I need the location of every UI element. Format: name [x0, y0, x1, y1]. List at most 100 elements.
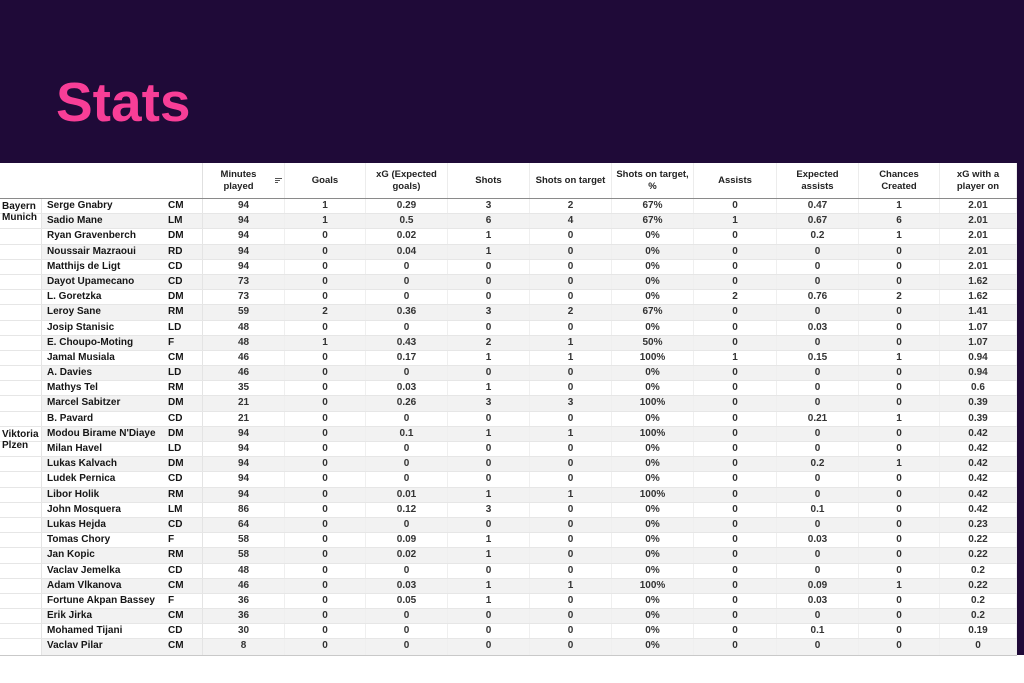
stat-cell: 1: [448, 487, 530, 502]
stat-cell: 0: [285, 639, 366, 655]
player-position: RD: [168, 244, 203, 259]
player-name: Serge Gnabry: [47, 200, 113, 211]
sort-icon[interactable]: [275, 178, 282, 183]
player-name: Dayot Upamecano: [42, 274, 168, 290]
column-header-label: Chances Created: [879, 169, 919, 192]
player-position: CD: [168, 274, 203, 290]
header-spacer: [0, 163, 203, 198]
stat-cell: 48: [203, 335, 285, 350]
column-header-4[interactable]: Shots on target: [530, 163, 612, 198]
stat-cell: 0: [777, 609, 859, 624]
stat-cell: 0: [530, 533, 612, 548]
team-cell: [0, 442, 42, 457]
stat-cell: 0: [777, 426, 859, 441]
table-row: Leroy Sane RM 59 2 0.36 3 2 67% 0 0 0 1.41: [0, 305, 1017, 321]
column-header-6[interactable]: Assists: [694, 163, 777, 198]
stat-cell: 0: [694, 411, 777, 426]
stat-cell: 1: [859, 578, 940, 593]
column-header-label: Assists: [718, 174, 752, 186]
table-row: Erik Jirka CM 36 0 0 0 0 0% 0 0 0 0.2: [0, 609, 1017, 625]
team-cell: [0, 396, 42, 411]
stat-cell: 0: [694, 578, 777, 593]
stat-cell: 1: [694, 350, 777, 366]
player-position: RM: [168, 381, 203, 396]
player-position: RM: [168, 548, 203, 563]
stat-cell: 2: [530, 199, 612, 214]
stat-cell: 0: [777, 366, 859, 381]
stat-cell: 0.39: [940, 396, 1017, 411]
stat-cell: 0.15: [777, 350, 859, 366]
column-header-9[interactable]: xG with a player on: [940, 163, 1017, 198]
stat-cell: 0: [366, 290, 448, 305]
stat-cell: 0: [694, 305, 777, 320]
table-row: Noussair Mazraoui RD 94 0 0.04 1 0 0% 0 0 0 2.01: [0, 244, 1017, 260]
stat-cell: 0.42: [940, 442, 1017, 457]
player-position: LD: [168, 320, 203, 335]
stat-cell: 94: [203, 244, 285, 259]
stat-cell: 0: [777, 381, 859, 396]
player-position: DM: [168, 457, 203, 472]
column-header-7[interactable]: Expected assists: [777, 163, 859, 198]
team-cell: [0, 411, 42, 426]
stat-cell: 0: [530, 609, 612, 624]
team-name: Bayern Munich: [2, 201, 37, 223]
stat-cell: 0.2: [940, 593, 1017, 609]
stat-cell: 0: [859, 381, 940, 396]
stat-cell: 0.2: [777, 229, 859, 244]
stat-cell: 0: [448, 411, 530, 426]
column-header-1[interactable]: Goals: [285, 163, 366, 198]
stat-cell: 1: [859, 350, 940, 366]
column-header-8[interactable]: Chances Created: [859, 163, 940, 198]
stat-cell: 1: [530, 487, 612, 502]
team-cell: [0, 290, 42, 305]
stat-cell: 0: [694, 320, 777, 335]
stat-cell: 100%: [612, 426, 694, 441]
stat-cell: 1: [530, 578, 612, 593]
stat-cell: 0.03: [777, 593, 859, 609]
stat-cell: 0: [530, 563, 612, 578]
stat-cell: 0.42: [940, 472, 1017, 487]
stat-cell: 0: [859, 442, 940, 457]
stat-cell: 0: [448, 274, 530, 290]
table-row: Ryan Gravenberch DM 94 0 0.02 1 0 0% 0 0.2 1 2.01: [0, 229, 1017, 245]
stat-cell: 0: [530, 244, 612, 259]
player-name: Matthijs de Ligt: [47, 260, 121, 272]
column-header-label: xG with a player on: [956, 169, 1000, 192]
stat-cell: 58: [203, 533, 285, 548]
stat-cell: 1.07: [940, 335, 1017, 350]
player-name: Lukas Kalvach: [42, 457, 168, 472]
player-name: Adam Vlkanova: [42, 578, 168, 593]
stat-cell: 58: [203, 548, 285, 563]
stat-cell: 1: [859, 457, 940, 472]
column-header-2[interactable]: xG (Expected goals): [366, 163, 448, 198]
player-name: B. Pavard: [47, 412, 94, 424]
table-row: Fortune Akpan Bassey F 36 0 0.05 1 0 0% 0 0.03 0 0.…: [0, 593, 1017, 610]
stat-cell: 0.03: [777, 320, 859, 335]
stat-cell: 94: [203, 199, 285, 214]
column-header-0[interactable]: Minutes played: [203, 163, 285, 198]
player-name: Tomas Chory: [47, 534, 111, 546]
stat-cell: 0: [777, 396, 859, 411]
player-position: F: [168, 335, 203, 350]
stat-cell: 0.5: [366, 214, 448, 229]
column-header-3[interactable]: Shots: [448, 163, 530, 198]
stat-cell: 0: [285, 426, 366, 441]
stat-cell: 0.1: [777, 624, 859, 639]
stat-cell: 0.42: [940, 502, 1017, 517]
stat-cell: 0: [366, 472, 448, 487]
stat-cell: 0: [448, 609, 530, 624]
team-cell: [0, 381, 42, 396]
stat-cell: 0: [859, 517, 940, 533]
stat-cell: 0: [285, 290, 366, 305]
player-name: Sadio Mane: [42, 214, 168, 229]
stat-cell: 86: [203, 502, 285, 517]
stat-cell: 0: [366, 274, 448, 290]
stat-cell: 1.41: [940, 305, 1017, 320]
team-cell: [0, 548, 42, 563]
player-name: Marcel Sabitzer: [42, 396, 168, 411]
stat-cell: 1: [530, 426, 612, 441]
stat-cell: 0: [859, 396, 940, 411]
column-header-5[interactable]: Shots on target, %: [612, 163, 694, 198]
stat-cell: 0.6: [940, 381, 1017, 396]
stat-cell: 94: [203, 214, 285, 229]
